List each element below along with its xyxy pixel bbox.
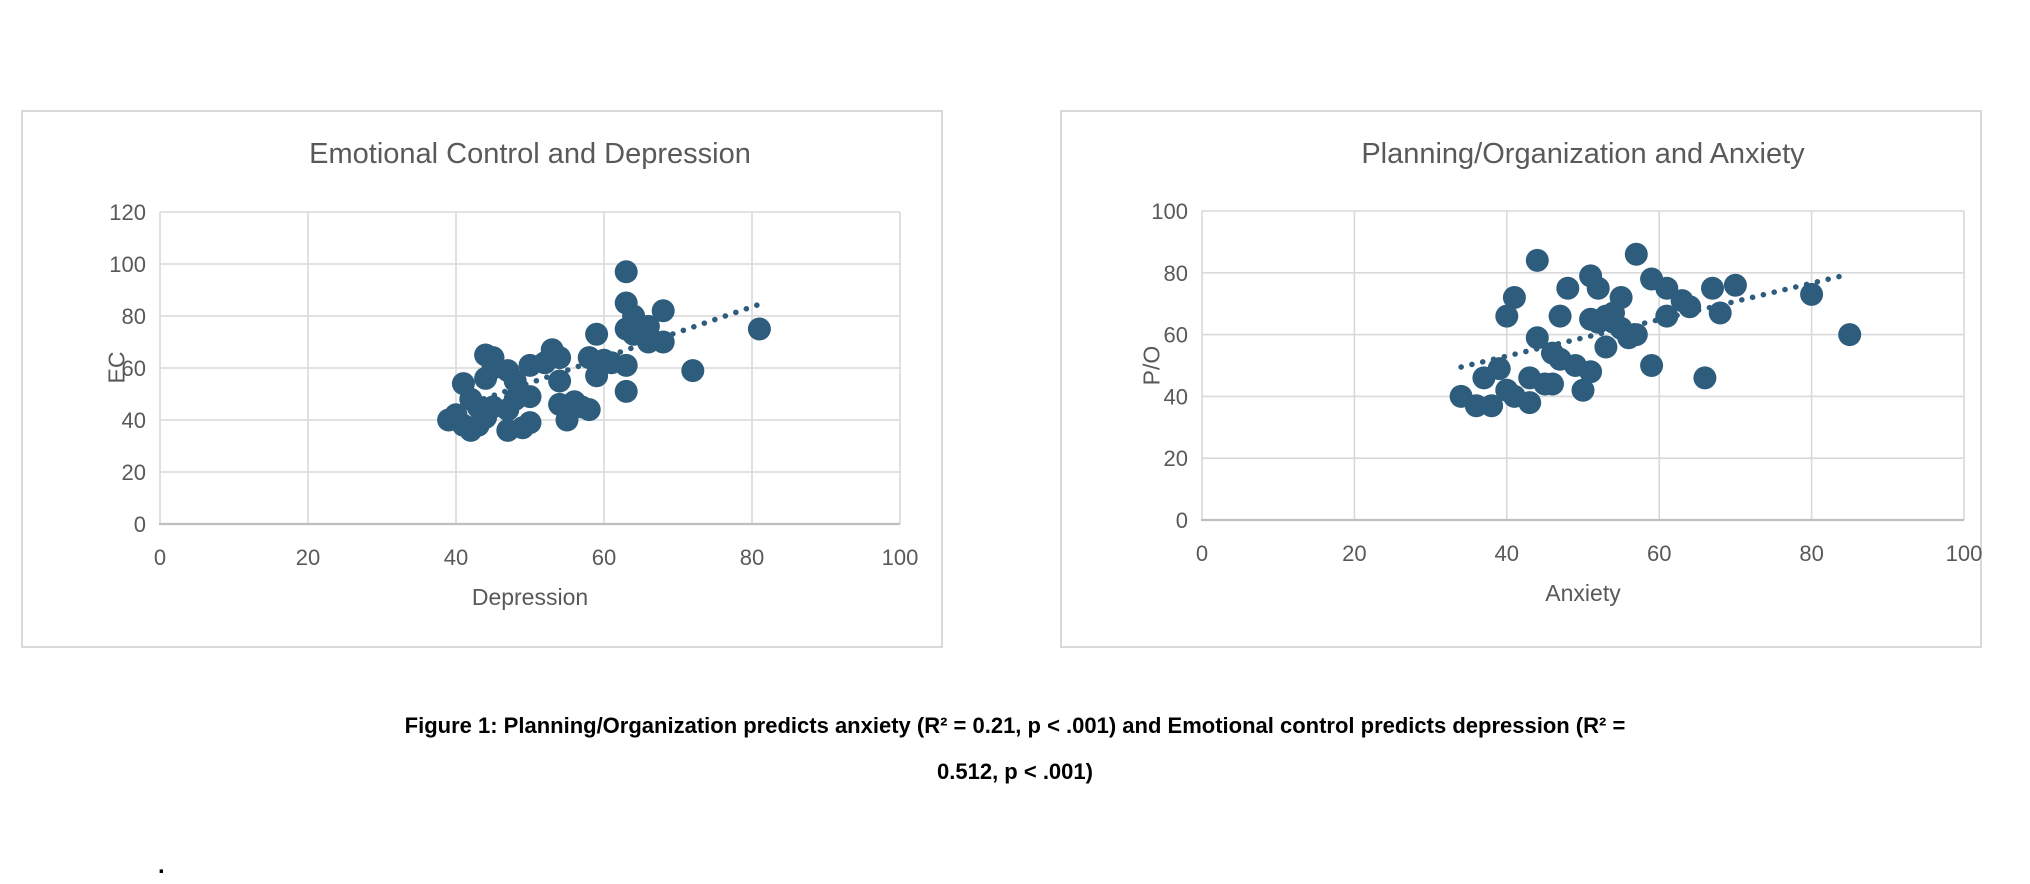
x-axis-tick-labels: 0 20 40 60 80 100 xyxy=(154,545,918,570)
data-point xyxy=(1800,282,1824,306)
x-tick-label: 40 xyxy=(444,545,468,570)
x-tick-label: 20 xyxy=(1342,541,1366,566)
x-tick-label: 0 xyxy=(1196,541,1208,566)
y-tick-label: 40 xyxy=(122,408,146,433)
data-point xyxy=(1624,323,1648,347)
y-tick-label: 100 xyxy=(1151,199,1188,224)
data-point xyxy=(1723,273,1747,297)
y-tick-label: 20 xyxy=(122,460,146,485)
data-point xyxy=(1571,378,1595,402)
x-tick-label: 100 xyxy=(1946,541,1983,566)
data-point xyxy=(614,379,638,403)
data-point xyxy=(1525,326,1549,350)
x-tick-label: 80 xyxy=(1799,541,1823,566)
data-point xyxy=(1541,372,1564,396)
chart-panel-emotional-control-depression: Emotional Control and Depression EC 0 20 4… xyxy=(21,110,943,648)
data-point xyxy=(1693,366,1717,390)
data-point xyxy=(1487,357,1511,381)
y-tick-label: 40 xyxy=(1164,384,1188,409)
chart-title: Emotional Control and Depression xyxy=(309,138,751,170)
y-tick-label: 120 xyxy=(109,200,146,225)
data-point xyxy=(681,359,705,383)
scatter-plot-depression: 0 20 40 60 80 100 0 20 40 60 80 100 120 xyxy=(109,200,918,570)
y-tick-label: 80 xyxy=(122,304,146,329)
data-point xyxy=(1502,286,1526,309)
y-tick-label: 0 xyxy=(134,512,146,537)
data-point xyxy=(1495,304,1519,328)
data-point xyxy=(1518,391,1542,415)
x-tick-label: 100 xyxy=(882,545,919,570)
data-point xyxy=(651,330,675,354)
data-point xyxy=(1640,354,1664,377)
data-point xyxy=(518,411,542,435)
x-axis-tick-labels: 0 20 40 60 80 100 xyxy=(1196,541,1982,566)
data-point xyxy=(1480,394,1504,418)
data-point xyxy=(518,385,542,409)
x-tick-label: 20 xyxy=(296,545,320,570)
data-point xyxy=(1708,301,1732,325)
y-tick-label: 60 xyxy=(122,356,146,381)
x-axis-title: Anxiety xyxy=(1545,580,1621,606)
data-point xyxy=(503,369,527,393)
data-point xyxy=(614,353,638,377)
data-point xyxy=(1594,335,1618,359)
y-axis-tick-labels: 0 20 40 60 80 100 xyxy=(1151,199,1188,533)
figure-caption: Figure 1: Planning/Organization predicts… xyxy=(0,703,2030,795)
x-tick-label: 60 xyxy=(592,545,616,570)
data-point xyxy=(651,299,675,323)
x-tick-label: 80 xyxy=(740,545,764,570)
data-point xyxy=(1579,360,1603,384)
chart-title: Planning/Organization and Anxiety xyxy=(1361,138,1805,170)
data-point xyxy=(1609,286,1633,309)
x-tick-label: 60 xyxy=(1647,541,1671,566)
data-point xyxy=(747,317,771,341)
data-point xyxy=(1548,304,1572,328)
data-point xyxy=(1701,276,1724,300)
x-axis-title: Depression xyxy=(471,584,589,610)
data-point xyxy=(1624,242,1648,266)
data-point xyxy=(577,398,601,422)
y-tick-label: 60 xyxy=(1164,323,1188,348)
data-points xyxy=(437,260,771,442)
data-point xyxy=(614,260,638,284)
y-axis-tick-labels: 0 20 40 60 80 100 120 xyxy=(109,200,146,537)
data-point xyxy=(548,369,572,393)
y-tick-label: 100 xyxy=(109,252,146,277)
data-point xyxy=(548,346,572,370)
trendline xyxy=(1458,273,1845,370)
x-tick-label: 40 xyxy=(1495,541,1519,566)
data-point xyxy=(1586,276,1610,300)
data-point xyxy=(1678,295,1702,319)
data-point xyxy=(555,408,579,432)
y-tick-label: 20 xyxy=(1164,446,1188,471)
y-tick-label: 80 xyxy=(1164,261,1188,286)
data-point xyxy=(1655,276,1679,300)
data-point xyxy=(1655,304,1679,328)
figure-caption-line-2: 0.512, p < .001) xyxy=(937,759,1093,784)
data-point xyxy=(585,322,609,346)
scatter-plot-anxiety: 0 20 40 60 80 100 0 20 40 60 80 100 xyxy=(1151,199,1982,566)
data-point xyxy=(1556,276,1580,300)
trendline xyxy=(449,301,763,413)
data-point xyxy=(1838,323,1862,347)
stray-period-mark: . xyxy=(158,852,165,879)
data-point xyxy=(1525,248,1549,272)
figure-caption-line-1: Figure 1: Planning/Organization predicts… xyxy=(404,713,1626,738)
data-points xyxy=(1449,242,1862,418)
x-tick-label: 0 xyxy=(154,545,166,570)
y-tick-label: 0 xyxy=(1176,508,1188,533)
